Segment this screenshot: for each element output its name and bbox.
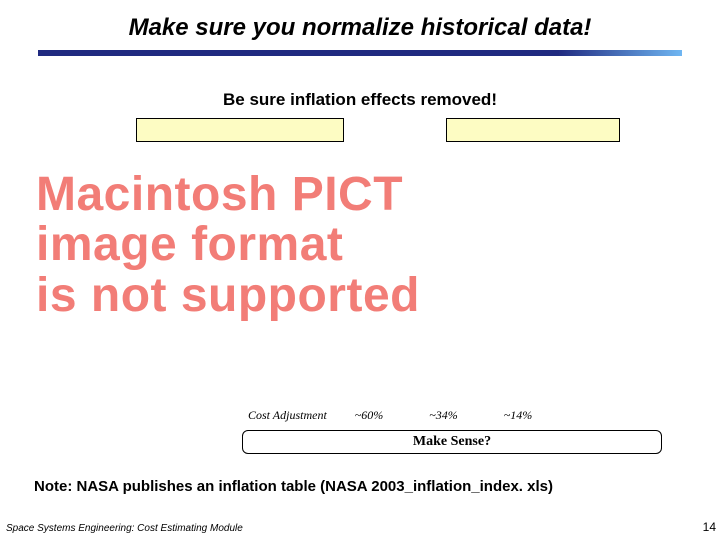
cost-adjustment-value: ~14% bbox=[504, 408, 533, 423]
pict-placeholder: Macintosh PICT image format is not suppo… bbox=[36, 170, 596, 321]
make-sense-callout: Make Sense? bbox=[242, 430, 662, 454]
rule-dark bbox=[38, 50, 558, 56]
slide: Make sure you normalize historical data!… bbox=[0, 0, 720, 540]
footer-text: Space Systems Engineering: Cost Estimati… bbox=[6, 523, 243, 534]
cost-adjustment-label: Cost Adjustment bbox=[248, 408, 327, 423]
slide-subtitle: Be sure inflation effects removed! bbox=[0, 90, 720, 110]
pict-line: Macintosh PICT bbox=[36, 170, 596, 220]
page-number: 14 bbox=[703, 520, 716, 534]
highlight-box-left bbox=[136, 118, 344, 142]
slide-title: Make sure you normalize historical data! bbox=[0, 14, 720, 42]
pict-line: is not supported bbox=[36, 271, 596, 321]
cost-adjustment-row: Cost Adjustment ~60% ~34% ~14% bbox=[248, 408, 658, 423]
title-underline bbox=[38, 50, 682, 56]
cost-adjustment-value: ~34% bbox=[429, 408, 458, 423]
rule-light bbox=[558, 50, 682, 56]
pict-line: image format bbox=[36, 220, 596, 270]
cost-adjustment-value: ~60% bbox=[355, 408, 384, 423]
highlight-box-right bbox=[446, 118, 620, 142]
footnote: Note: NASA publishes an inflation table … bbox=[34, 478, 553, 495]
